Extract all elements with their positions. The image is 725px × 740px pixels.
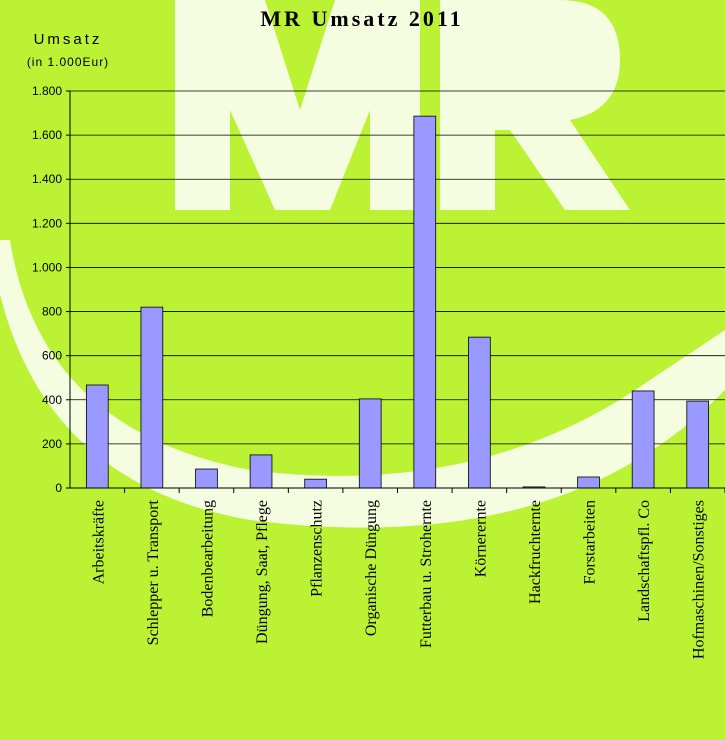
x-tick-label: Futterbau u. Strohernte	[418, 500, 435, 648]
y-tick-label: 1.400	[32, 172, 62, 186]
x-tick-label: Forstarbeiten	[582, 500, 599, 584]
y-tick-label: 800	[42, 305, 62, 319]
x-tick-label: Hofmaschinen/Sonstiges	[691, 500, 708, 659]
x-tick-label: Landschaftspfl. Co	[636, 500, 653, 622]
bar	[250, 455, 272, 488]
y-tick-label: 0	[55, 481, 62, 495]
y-tick-label: 1.800	[32, 84, 62, 98]
y-tick-label: 600	[42, 349, 62, 363]
bar	[305, 479, 327, 488]
y-tick-label: 200	[42, 437, 62, 451]
bar	[468, 337, 490, 488]
y-axis-title: Umsatz	[34, 31, 103, 48]
bar	[578, 477, 600, 488]
bar	[196, 469, 218, 488]
y-axis-unit: (in 1.000Eur)	[27, 55, 109, 69]
bar	[86, 385, 108, 488]
bar	[359, 399, 381, 488]
x-tick-label: Körnerernte	[472, 500, 489, 577]
bar	[414, 116, 436, 488]
y-tick-label: 400	[42, 393, 62, 407]
y-tick-label: 1.600	[32, 128, 62, 142]
x-tick-label: Organische Düngung	[363, 500, 380, 636]
bar	[141, 307, 163, 488]
bar	[632, 391, 654, 488]
x-tick-label: Düngung, Saat, Pflege	[254, 500, 271, 644]
x-tick-label: Pflanzenschutz	[309, 500, 326, 597]
y-tick-label: 1.200	[32, 216, 62, 230]
x-tick-label: Bodenbearbeitung	[199, 500, 216, 617]
x-tick-label: Schlepper u. Transport	[145, 499, 162, 645]
x-tick-label: Arbeitskräfte	[90, 500, 107, 584]
chart: MR Umsatz 2011 Umsatz (in 1.000Eur) 0 200…	[0, 0, 725, 740]
bar	[687, 401, 709, 488]
y-tick-label: 1.000	[32, 260, 62, 274]
chart-title: MR Umsatz 2011	[260, 6, 463, 31]
x-tick-label: Hackfruchternte	[527, 500, 544, 604]
